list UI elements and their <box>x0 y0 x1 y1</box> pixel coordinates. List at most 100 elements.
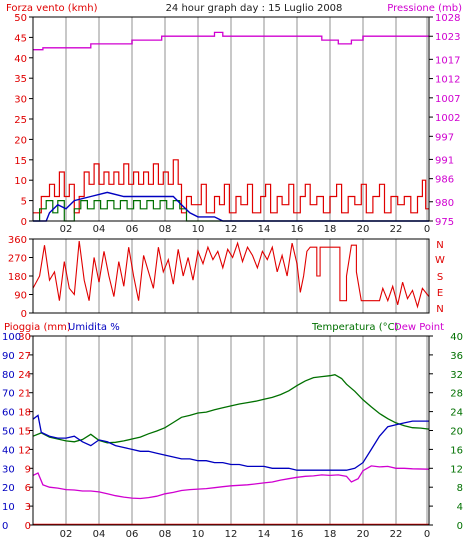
humidity-tick-label: 20 <box>2 483 15 494</box>
temperature-tick-label: 32 <box>450 370 463 381</box>
rain-tick-label: 15 <box>18 427 31 438</box>
pressure-tick-label: 1023 <box>435 32 460 43</box>
hour-tick-label: 12 <box>225 529 238 540</box>
temperature-tick-label: 0 <box>457 521 463 532</box>
humidity-tick-label: 50 <box>2 427 15 438</box>
rain-tick-label: 6 <box>25 483 31 494</box>
humidity-tick-label: 10 <box>2 502 15 513</box>
compass-label: W <box>435 255 445 266</box>
hour-tick-label: 22 <box>390 529 403 540</box>
rain-tick-label: 24 <box>18 370 31 381</box>
wind-tick-label: 35 <box>14 74 27 85</box>
wind-direction-line <box>32 241 430 309</box>
compass-label: N <box>436 240 443 251</box>
wind-tick-label: 5 <box>21 197 27 208</box>
hour-tick-label: 08 <box>159 529 172 540</box>
hour-tick-label: 10 <box>192 529 205 540</box>
hour-tick-label: 16 <box>291 224 304 235</box>
wind-plot-frame <box>32 16 430 222</box>
pressure-tick-label: 986 <box>435 175 454 186</box>
humidity-tick-label: 70 <box>2 389 15 400</box>
hour-tick-label: 16 <box>291 529 304 540</box>
rain-tick-label: 0 <box>25 521 31 532</box>
wind-tick-label: 30 <box>14 95 27 106</box>
humidity-axis-label: Umidita % <box>68 322 120 333</box>
direction-tick-label: 90 <box>14 291 27 302</box>
wind-tick-label: 25 <box>14 115 27 126</box>
hour-tick-label: 18 <box>324 224 337 235</box>
dewpoint-axis-label: Dew Point <box>394 322 444 333</box>
pressure-tick-label: 980 <box>435 198 454 209</box>
wind-tick-label: 10 <box>14 176 27 187</box>
temperature-tick-label: 24 <box>450 408 463 419</box>
humidity-tick-label: 60 <box>2 408 15 419</box>
hour-tick-label: 10 <box>192 224 205 235</box>
pressure-line <box>33 31 429 51</box>
hour-tick-label: 14 <box>258 224 271 235</box>
direction-tick-label: 180 <box>8 272 27 283</box>
pressure-tick-label: 975 <box>435 217 454 228</box>
hour-tick-label: 20 <box>357 529 370 540</box>
pressure-tick-label: 1002 <box>435 113 460 124</box>
humidity-tick-label: 30 <box>2 464 15 475</box>
wind-tick-label: 45 <box>14 33 27 44</box>
rain-tick-label: 3 <box>25 502 31 513</box>
temperature-tick-label: 20 <box>450 427 463 438</box>
pressure-axis-label: Pressione (mb) <box>387 3 462 14</box>
temperature-tick-label: 28 <box>450 389 463 400</box>
hour-tick-label: 04 <box>93 224 106 235</box>
humidity-tick-label: 100 <box>2 332 21 343</box>
pressure-tick-label: 1028 <box>435 13 460 24</box>
avg-wind-line <box>33 200 429 222</box>
compass-label: S <box>437 272 443 283</box>
hour-tick-label: 02 <box>60 529 73 540</box>
wind-tick-label: 15 <box>14 156 27 167</box>
rain-axis-label: Pioggia (mm) <box>4 322 71 333</box>
hour-tick-label: 14 <box>258 529 271 540</box>
humidity-tick-label: 0 <box>2 521 8 532</box>
temperature-tick-label: 8 <box>457 483 463 494</box>
temp-plot-frame <box>32 335 430 526</box>
wind-tick-label: 0 <box>21 217 27 228</box>
temperature-tick-label: 36 <box>450 351 463 362</box>
pressure-tick-label: 1007 <box>435 94 460 105</box>
rain-tick-label: 27 <box>18 351 31 362</box>
hour-tick-label: 08 <box>159 224 172 235</box>
hour-tick-label: 0 <box>424 224 430 235</box>
direction-tick-label: 360 <box>8 235 27 246</box>
wind-tick-label: 20 <box>14 135 27 146</box>
direction-tick-label: 0 <box>21 309 27 320</box>
hour-tick-label: 02 <box>60 224 73 235</box>
humidity-tick-label: 90 <box>2 351 15 362</box>
wind-line <box>33 191 429 222</box>
hour-tick-label: 04 <box>93 529 106 540</box>
wind-pressure-panel: 0510152025303540455097598098699199710021… <box>14 13 460 235</box>
hour-tick-label: 18 <box>324 529 337 540</box>
hour-tick-label: 20 <box>357 224 370 235</box>
pressure-tick-label: 997 <box>435 132 454 143</box>
wind-tick-label: 40 <box>14 54 27 65</box>
temperature-tick-label: 12 <box>450 464 463 475</box>
hour-tick-label: 06 <box>126 224 139 235</box>
humidity-tick-label: 80 <box>2 370 15 381</box>
compass-label: N <box>436 304 443 315</box>
rain-tick-label: 18 <box>18 408 31 419</box>
pressure-tick-label: 1012 <box>435 75 460 86</box>
dewpoint-line <box>32 465 430 500</box>
chart-title: 24 hour graph day : 15 Luglio 2008 <box>166 3 343 14</box>
temperature-axis-label: Temperatura (°C) <box>311 322 399 333</box>
rain-tick-label: 30 <box>18 332 31 343</box>
hour-tick-label: 12 <box>225 224 238 235</box>
wind-axis-label: Forza vento (kmh) <box>6 3 98 14</box>
temperature-tick-label: 16 <box>450 445 463 456</box>
direction-tick-label: 270 <box>8 254 27 265</box>
compass-label: E <box>437 288 443 299</box>
rain-tick-label: 21 <box>18 389 31 400</box>
temperature-tick-label: 4 <box>457 502 463 513</box>
hour-tick-label: 06 <box>126 529 139 540</box>
pressure-tick-label: 1017 <box>435 55 460 66</box>
